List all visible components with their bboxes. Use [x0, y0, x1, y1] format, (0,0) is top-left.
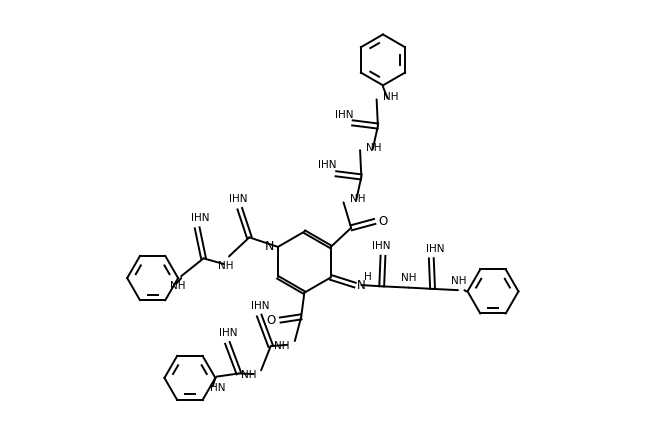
- Text: NH: NH: [366, 143, 382, 153]
- Text: NH: NH: [274, 341, 290, 351]
- Text: IHN: IHN: [229, 194, 248, 204]
- Text: NH: NH: [170, 281, 186, 291]
- Text: NH: NH: [451, 276, 466, 286]
- Text: IHN: IHN: [219, 328, 238, 338]
- Text: NH: NH: [218, 261, 234, 271]
- Text: O: O: [378, 215, 388, 228]
- Text: O: O: [266, 314, 275, 327]
- Text: IHN: IHN: [335, 110, 354, 120]
- Text: IHN: IHN: [318, 160, 337, 171]
- Text: N: N: [357, 279, 366, 292]
- Text: NH: NH: [350, 194, 365, 204]
- Text: IHN: IHN: [191, 213, 210, 223]
- Text: N: N: [265, 241, 274, 254]
- Text: NH: NH: [402, 273, 417, 283]
- Text: IHN: IHN: [372, 241, 391, 251]
- Text: HN: HN: [210, 383, 226, 393]
- Text: IHN: IHN: [426, 244, 444, 254]
- Text: NH: NH: [240, 370, 256, 380]
- Text: NH: NH: [383, 92, 398, 103]
- Text: H: H: [364, 272, 372, 282]
- Text: IHN: IHN: [251, 301, 270, 311]
